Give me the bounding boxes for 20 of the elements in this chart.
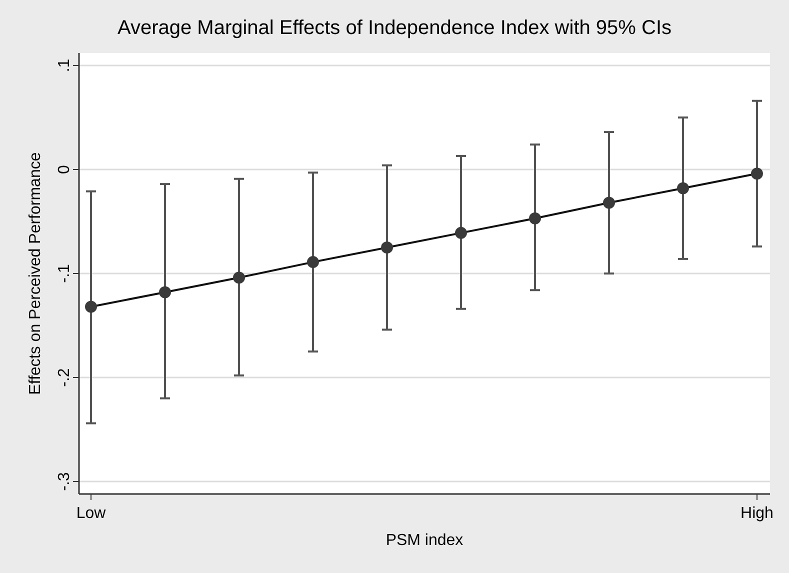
point [529,212,541,224]
y-tick-label: -.2 [56,368,73,387]
y-tick-label: -.1 [56,264,73,283]
y-axis-title: Effects on Perceived Performance [27,152,44,395]
point [381,242,393,254]
chart-title: Average Marginal Effects of Independence Index with 95% CIs [117,17,672,39]
point [159,286,171,298]
point [677,182,689,194]
y-tick-label: 0 [56,164,73,174]
point [307,256,319,268]
point [603,196,615,209]
y-tick-label: .1 [56,58,73,72]
point [455,226,467,239]
point [233,272,245,284]
x-axis-title: PSM index [386,532,464,549]
point [85,300,97,313]
x-tick-label: High [740,505,774,522]
y-tick-label: -.3 [56,472,73,491]
x-tick-label: Low [76,505,106,522]
point [751,168,763,180]
